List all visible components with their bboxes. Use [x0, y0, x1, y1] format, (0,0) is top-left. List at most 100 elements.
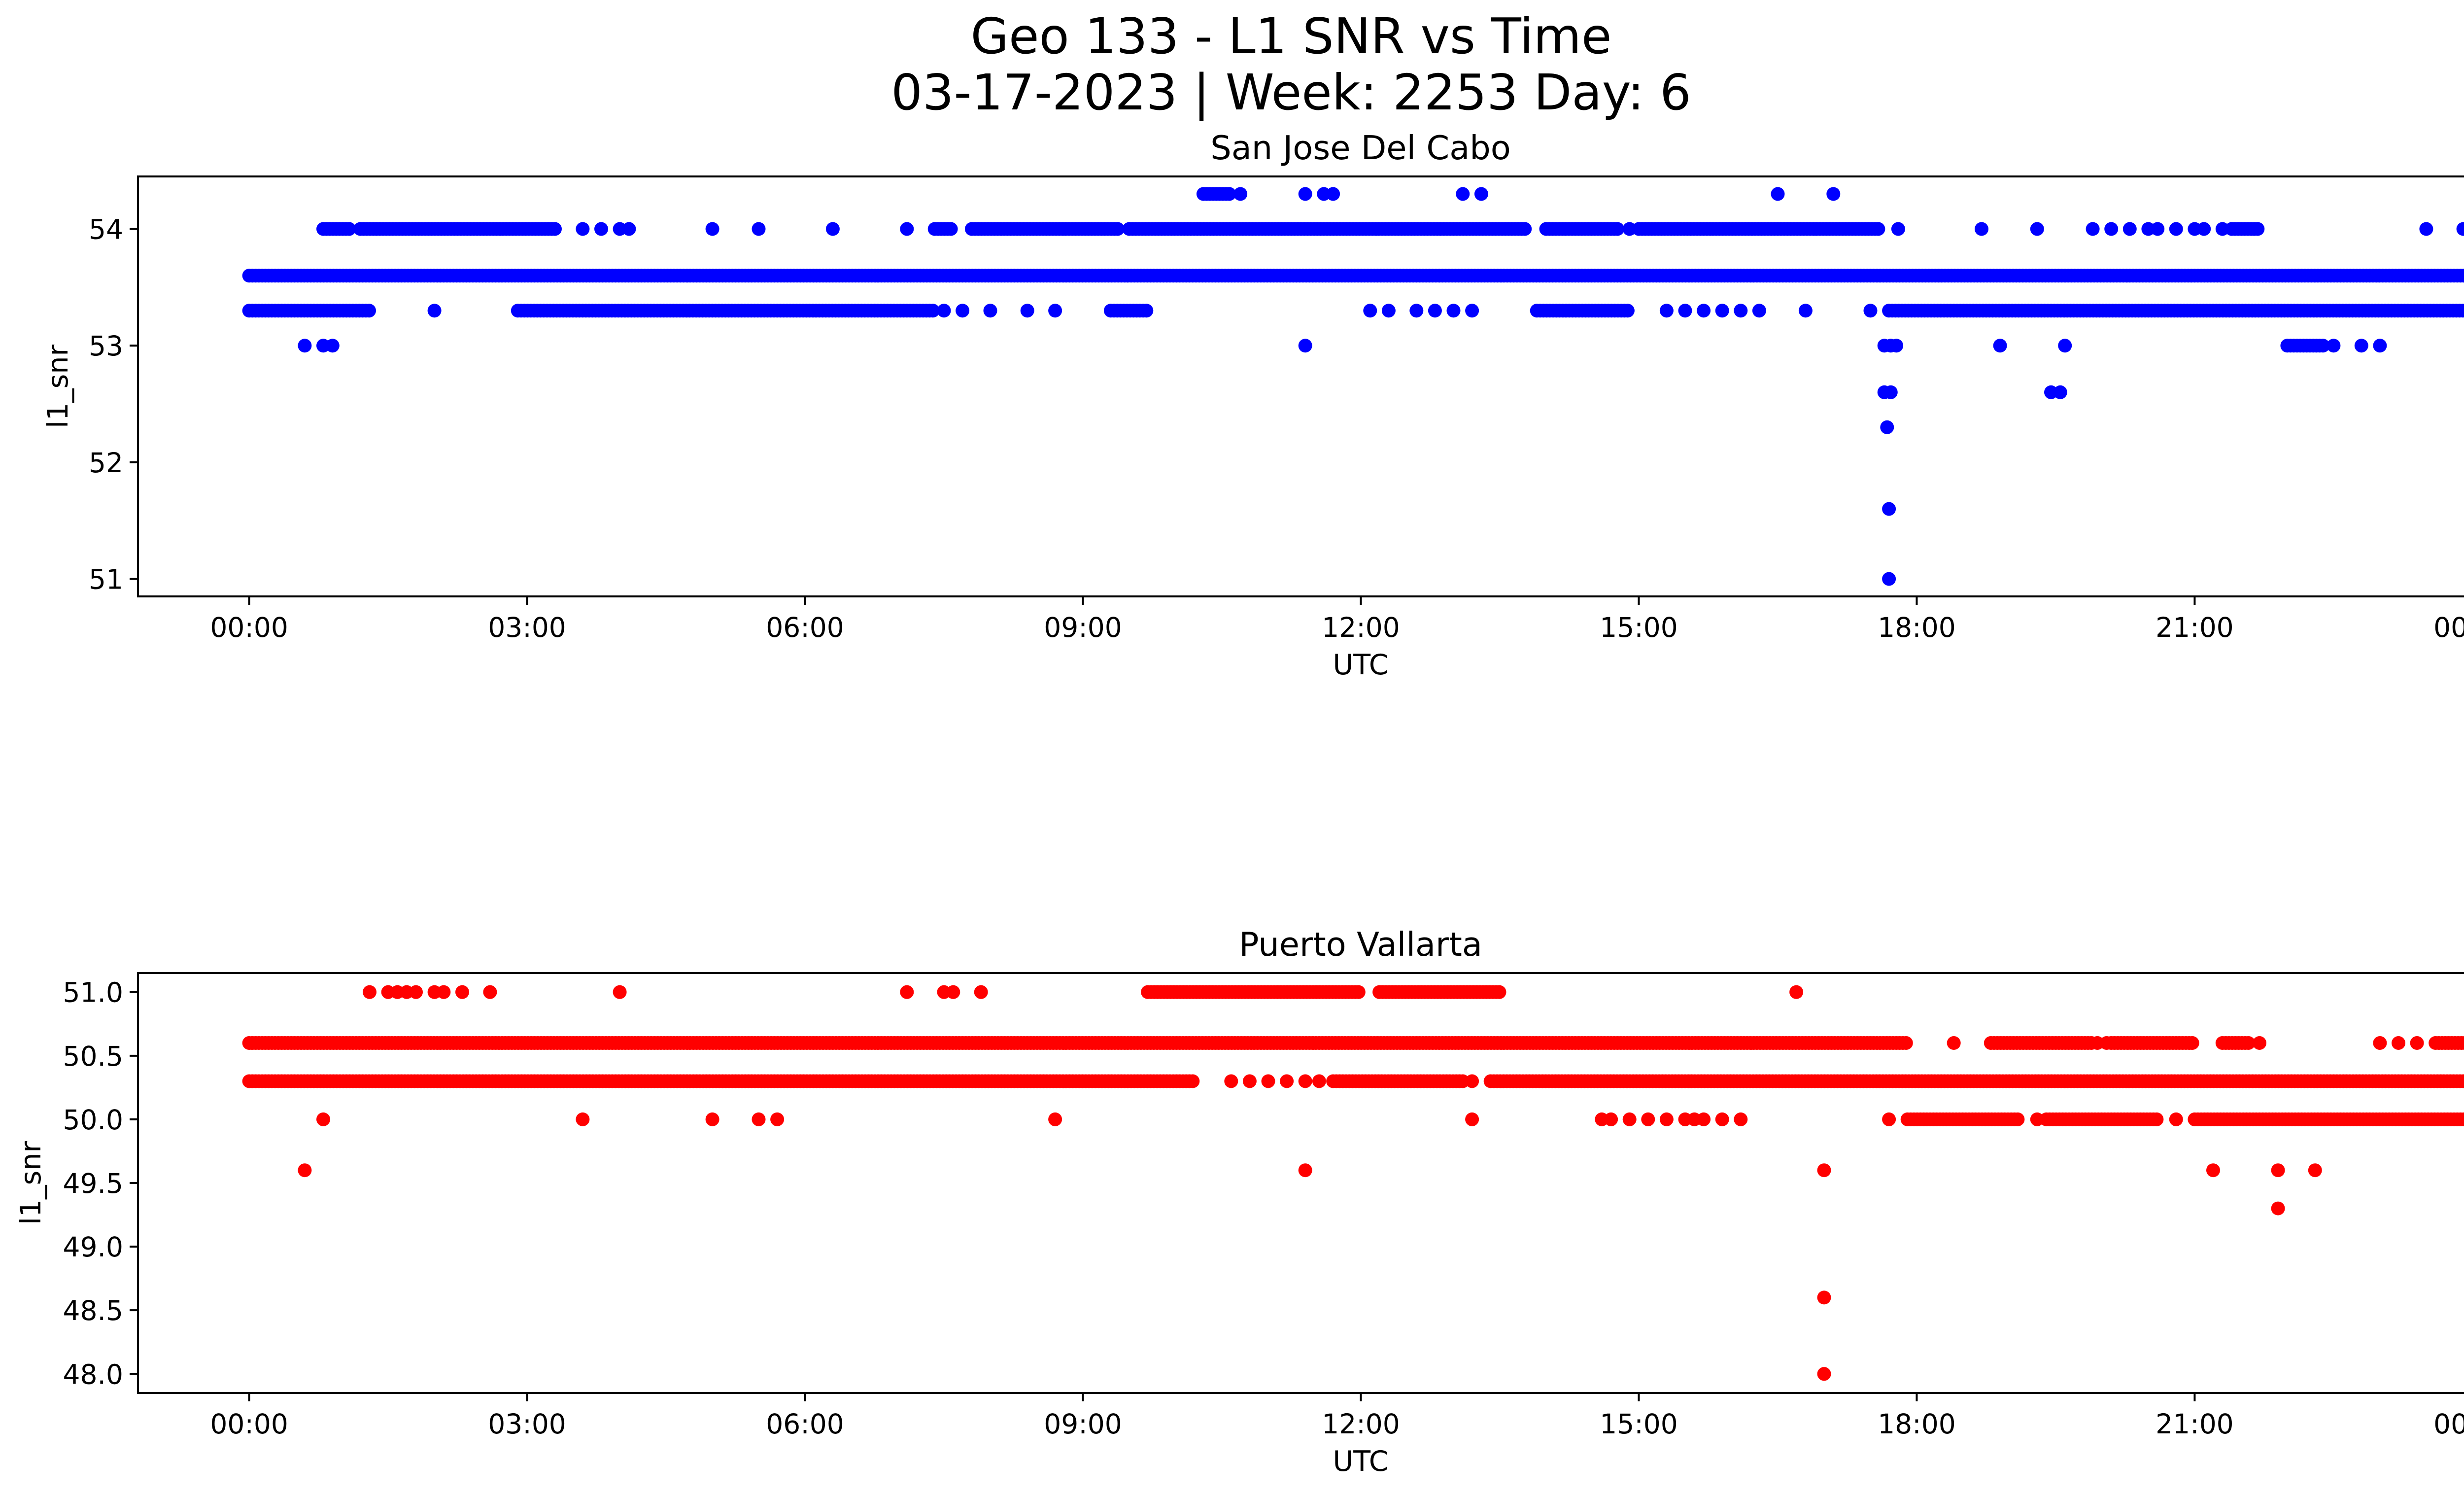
data-point — [1771, 187, 1785, 201]
figure-title-line1: Geo 133 - L1 SNR vs Time — [971, 7, 1612, 65]
data-point — [2327, 339, 2341, 353]
data-point — [1871, 222, 1885, 236]
data-point — [622, 222, 636, 236]
data-point — [926, 304, 940, 318]
data-point — [1880, 420, 1894, 434]
x-tick-label: 12:00 — [1322, 1408, 1400, 1440]
data-point — [946, 985, 960, 999]
data-point — [1641, 1112, 1655, 1126]
scatter-points-puerto-vallarta — [242, 985, 2464, 1381]
y-axis-label: l1_snr — [15, 1141, 47, 1225]
y-axis-ticks: 48.0 48.5 49.0 49.5 50.0 50.5 51.0 — [63, 977, 138, 1390]
data-point — [2122, 222, 2137, 236]
data-point — [705, 1112, 719, 1126]
data-point — [1465, 1074, 1479, 1088]
data-point — [770, 1112, 785, 1126]
x-tick-label: 00:00 — [2433, 1408, 2464, 1440]
data-point — [455, 985, 469, 999]
data-point — [1242, 1074, 1257, 1088]
x-tick-label: 12:00 — [1322, 612, 1400, 643]
y-tick-label: 48.0 — [63, 1358, 123, 1390]
data-point — [316, 1112, 330, 1126]
data-point — [298, 1163, 312, 1178]
data-point — [2271, 1163, 2285, 1178]
x-tick-label: 03:00 — [488, 612, 566, 643]
data-point — [1222, 187, 1236, 201]
data-point — [1826, 187, 1841, 201]
data-point — [2316, 339, 2330, 353]
data-point — [325, 339, 340, 353]
data-point — [548, 222, 562, 236]
data-point — [342, 222, 356, 236]
data-point — [1863, 304, 1878, 318]
data-point — [1428, 304, 1442, 318]
data-point — [2104, 222, 2119, 236]
data-point — [983, 304, 997, 318]
x-axis-label: UTC — [1333, 1445, 1389, 1478]
data-point — [1409, 304, 1424, 318]
x-tick-label: 00:00 — [210, 612, 288, 643]
data-point — [1465, 304, 1479, 318]
data-point — [2197, 222, 2211, 236]
plot-title-san-jose-del-cabo: San Jose Del Cabo — [1210, 129, 1511, 167]
data-point — [576, 1112, 590, 1126]
data-point — [705, 222, 719, 236]
data-point — [1622, 1112, 1637, 1126]
data-point — [1186, 1074, 1200, 1088]
data-point — [1882, 1112, 1896, 1126]
data-point — [2185, 1036, 2199, 1050]
x-tick-label: 03:00 — [488, 1408, 566, 1440]
plot-puerto-vallarta: Puerto Vallarta 00:00 03:00 06:00 09:00 12:0… — [15, 925, 2464, 1478]
data-point — [2169, 1112, 2183, 1126]
data-point — [576, 222, 590, 236]
data-point — [2206, 1163, 2220, 1178]
data-point — [1446, 304, 1461, 318]
data-point — [944, 222, 958, 236]
data-point — [2463, 1077, 2464, 1085]
x-tick-label: 06:00 — [766, 1408, 844, 1440]
data-point — [362, 304, 376, 318]
data-point — [2058, 339, 2072, 353]
data-point — [2460, 1113, 2464, 1126]
x-tick-label: 15:00 — [1600, 612, 1678, 643]
data-point — [2241, 1036, 2256, 1050]
data-point — [1363, 304, 1377, 318]
plot-san-jose-del-cabo: San Jose Del Cabo 00:00 03:00 06:00 09:00 12… — [42, 129, 2464, 681]
data-point — [1789, 985, 1804, 999]
x-tick-label: 15:00 — [1600, 1408, 1678, 1440]
data-point — [1697, 1112, 1711, 1126]
y-tick-label: 51.0 — [63, 977, 123, 1008]
data-point — [1975, 222, 1988, 236]
data-point — [1659, 1112, 1674, 1126]
data-point — [1312, 1074, 1326, 1088]
data-point — [974, 985, 988, 999]
data-point — [1351, 985, 1366, 999]
data-point — [1889, 339, 1904, 353]
x-tick-label: 00:00 — [2433, 612, 2464, 643]
data-point — [2271, 1201, 2285, 1216]
data-point — [2373, 339, 2387, 353]
data-point — [1817, 1367, 1831, 1381]
data-point — [1697, 304, 1711, 318]
data-point — [2053, 385, 2067, 399]
data-point — [2253, 1036, 2266, 1050]
data-point — [1048, 304, 1062, 318]
data-point — [1381, 304, 1396, 318]
data-point — [1715, 1112, 1729, 1126]
data-point — [1752, 304, 1766, 318]
data-point — [2030, 1112, 2044, 1126]
data-point — [1620, 304, 1635, 318]
data-point — [1882, 502, 1896, 516]
data-point — [2410, 1036, 2424, 1050]
data-point — [900, 985, 914, 999]
x-tick-label: 09:00 — [1044, 612, 1122, 643]
y-axis-label: l1_snr — [42, 345, 74, 428]
data-point — [2030, 222, 2044, 236]
data-point — [1883, 385, 1898, 399]
data-point — [1734, 304, 1748, 318]
data-point — [1734, 1112, 1748, 1126]
data-point — [2462, 306, 2464, 315]
data-point — [937, 304, 951, 318]
x-axis-ticks: 00:00 03:00 06:00 09:00 12:00 15:00 18:00 21:00… — [210, 1393, 2464, 1440]
y-tick-label: 51 — [89, 564, 123, 595]
